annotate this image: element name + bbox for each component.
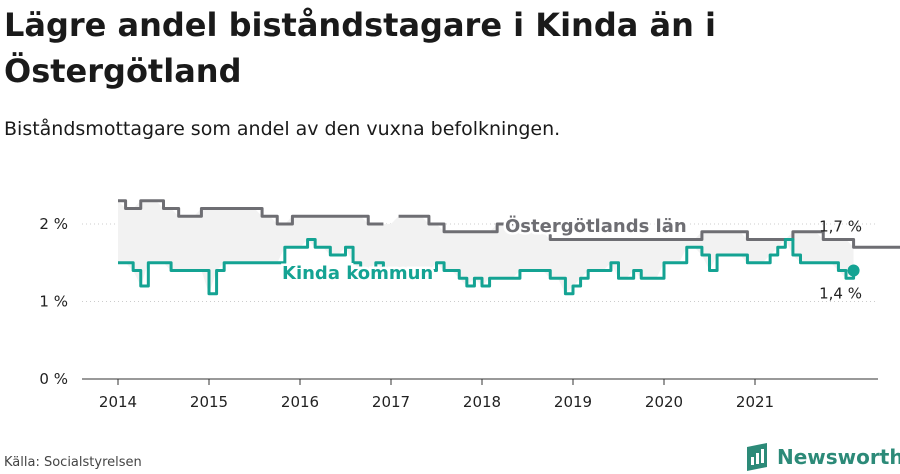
end-label-ostergotland: 1,7 %	[819, 217, 862, 235]
newsworthy-logo-icon	[747, 443, 767, 471]
x-tick-label: 2015	[190, 393, 228, 411]
y-tick-label: 2 %	[39, 215, 68, 233]
series-lines	[118, 199, 900, 296]
end-points	[847, 264, 860, 277]
y-tick-label: 0 %	[39, 370, 68, 388]
x-tick-label: 2016	[281, 393, 319, 411]
chart-subtitle: Biståndsmottagare som andel av den vuxna…	[4, 118, 561, 140]
source-note: Källa: Socialstyrelsen	[4, 455, 142, 470]
x-tick-label: 2019	[554, 393, 592, 411]
x-tick-label: 2021	[736, 393, 774, 411]
y-tick-label: 1 %	[39, 293, 68, 311]
area-between-series	[118, 200, 854, 294]
series-labels: Östergötlands län Kinda kommun 1,7 % 1,4…	[280, 213, 863, 303]
x-axis-ticks: 2014 2015 2016 2017 2018 2019 2020 2021	[99, 379, 774, 411]
y-axis-ticks: 0 % 1 % 2 %	[39, 215, 68, 388]
x-tick-label: 2014	[99, 393, 137, 411]
x-tick-label: 2018	[463, 393, 501, 411]
brand-logo: Newsworthy	[745, 441, 900, 473]
page-title: Lägre andel biståndstagare i Kinda än i …	[4, 6, 716, 90]
series-line-kinda	[118, 238, 856, 296]
x-tick-label: 2017	[372, 393, 410, 411]
series-label-kinda: Kinda kommun	[282, 263, 433, 284]
x-tick-label: 2020	[645, 393, 683, 411]
brand-name: Newsworthy	[777, 445, 900, 469]
series-label-ostergotland: Östergötlands län	[505, 215, 687, 237]
series-line-ostergotland	[118, 199, 900, 249]
end-point-kinda	[847, 264, 860, 277]
end-label-kinda: 1,4 %	[819, 285, 862, 303]
